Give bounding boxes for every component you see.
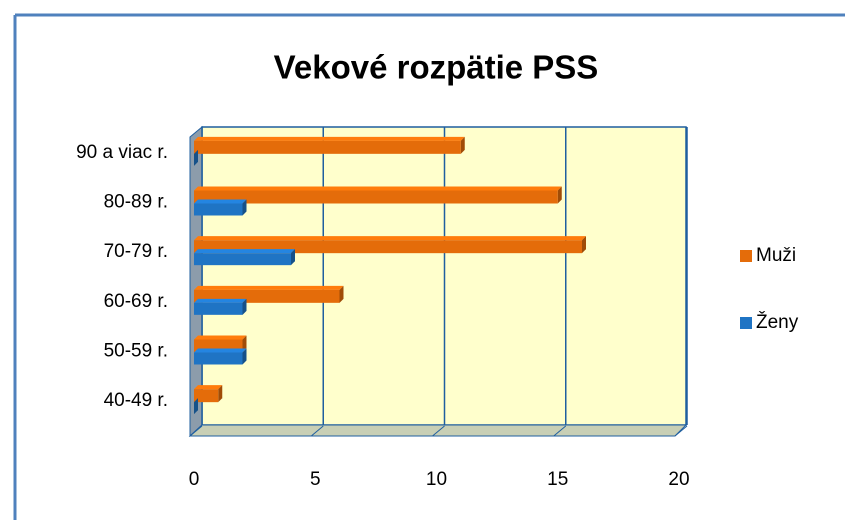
floor	[188, 424, 688, 437]
x-tick-label: 10	[426, 469, 447, 490]
tick-mark	[189, 425, 203, 437]
bar-front	[194, 302, 243, 315]
bar-top	[194, 335, 247, 340]
bar-end	[242, 348, 247, 365]
bar-front	[194, 253, 291, 266]
legend-label: Muži	[756, 245, 796, 266]
bar-front	[194, 140, 461, 154]
tick-mark	[674, 425, 688, 437]
bar-end	[557, 186, 562, 204]
legend-label: Ženy	[756, 311, 799, 333]
y-tick-label: 70-79 r.	[104, 241, 168, 262]
y-tick-label: 50-59 r.	[104, 341, 168, 362]
bar-top	[194, 249, 295, 254]
x-tick-label: 5	[310, 469, 321, 490]
bar-end	[339, 285, 344, 303]
y-tick-label: 60-69 r.	[104, 291, 168, 312]
bar	[194, 398, 198, 415]
bar-end	[194, 149, 198, 166]
bar-top	[194, 298, 247, 303]
bar	[194, 348, 247, 365]
tick-mark	[553, 425, 567, 437]
bar-end	[242, 199, 247, 216]
bar-front	[194, 389, 219, 403]
y-tick-label: 40-49 r.	[104, 390, 168, 411]
tick-mark	[432, 425, 445, 437]
bar	[194, 186, 562, 204]
bar	[194, 298, 247, 315]
x-tick-label: 15	[547, 469, 568, 490]
x-tick-label: 0	[189, 469, 200, 490]
bar-top	[194, 236, 586, 241]
bar-end	[194, 398, 198, 415]
chart-title: Vekové rozpätie PSS	[274, 49, 599, 86]
bar-end	[218, 385, 223, 403]
bar-end	[242, 335, 247, 353]
y-tick-label: 80-89 r.	[104, 192, 168, 213]
bar	[194, 385, 223, 403]
bar	[194, 149, 198, 166]
bar-top	[194, 285, 344, 290]
bar-top	[194, 199, 247, 204]
bar-top	[194, 186, 562, 191]
bar-top	[194, 385, 223, 390]
bar-end	[242, 298, 247, 315]
bar-top	[194, 136, 465, 141]
legend-swatch	[740, 250, 752, 262]
bar-front	[194, 203, 243, 216]
bar	[194, 249, 295, 266]
bar	[194, 136, 465, 154]
bar-front	[194, 190, 558, 204]
bar	[194, 199, 247, 216]
bar-end	[582, 236, 586, 254]
bar-front	[194, 352, 243, 365]
bar-end	[291, 249, 295, 266]
bar-end	[460, 136, 465, 154]
legend-swatch	[740, 317, 752, 329]
bar-top	[194, 348, 247, 353]
y-tick-label: 90 a viac r.	[76, 142, 168, 163]
x-tick-label: 20	[668, 469, 689, 490]
tick-mark	[310, 425, 324, 437]
